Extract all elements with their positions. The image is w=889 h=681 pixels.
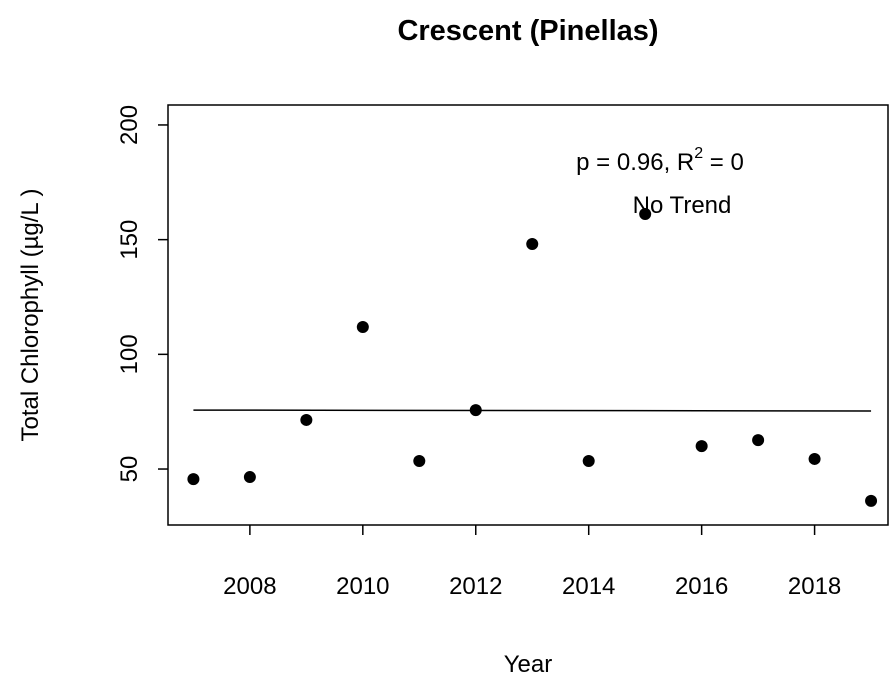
point xyxy=(695,440,708,453)
y-tick-label: 150 xyxy=(116,220,143,260)
annotation-suffix: = 0 xyxy=(703,149,744,176)
point xyxy=(752,434,765,447)
y-axis-label: Total Chlorophyll (µg/L ) xyxy=(17,188,44,441)
annotation-superscript: 2 xyxy=(694,145,703,162)
point xyxy=(526,238,539,251)
point xyxy=(808,452,821,465)
y-tick-label: 200 xyxy=(116,105,143,145)
y-tick-label: 50 xyxy=(116,456,143,483)
x-tick-label: 2016 xyxy=(675,573,728,600)
x-tick-label: 2014 xyxy=(562,573,615,600)
point xyxy=(356,321,369,334)
x-tick-label: 2012 xyxy=(449,573,502,600)
x-tick-label: 2008 xyxy=(223,573,276,600)
annotation: p = 0.96, R2 = 0 xyxy=(576,145,744,176)
point xyxy=(413,455,426,468)
point xyxy=(582,455,595,468)
point xyxy=(187,473,200,486)
annotation-text: p = 0.96, R xyxy=(576,149,694,176)
y-tick-label: 100 xyxy=(116,334,143,374)
x-tick-label: 2010 xyxy=(336,573,389,600)
point xyxy=(300,413,313,426)
point xyxy=(243,471,256,484)
x-axis-label: Year xyxy=(504,651,553,678)
point xyxy=(865,494,878,507)
plot-frame xyxy=(167,104,889,526)
chart-title: Crescent (Pinellas) xyxy=(397,15,658,47)
point xyxy=(469,404,482,417)
point xyxy=(639,207,652,220)
x-tick-label: 2018 xyxy=(788,573,841,600)
trend-line xyxy=(193,409,872,412)
